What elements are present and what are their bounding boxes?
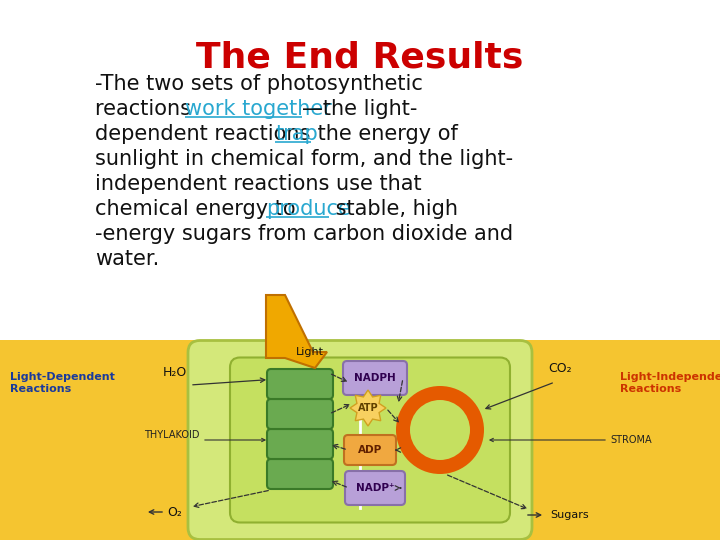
Text: The End Results: The End Results bbox=[197, 41, 523, 75]
Text: Light-Independent
Reactions: Light-Independent Reactions bbox=[620, 372, 720, 394]
Text: H₂O: H₂O bbox=[163, 366, 187, 379]
Text: —the light-: —the light- bbox=[302, 99, 418, 119]
Text: produce: produce bbox=[266, 199, 351, 219]
Text: ATP: ATP bbox=[358, 403, 378, 413]
Circle shape bbox=[396, 386, 484, 474]
Text: O₂: O₂ bbox=[168, 505, 182, 518]
FancyBboxPatch shape bbox=[343, 361, 407, 395]
Polygon shape bbox=[350, 390, 386, 426]
Text: reactions: reactions bbox=[95, 99, 197, 119]
Text: work together: work together bbox=[185, 99, 332, 119]
Text: NADP⁺: NADP⁺ bbox=[356, 483, 395, 493]
FancyBboxPatch shape bbox=[267, 369, 333, 399]
Circle shape bbox=[410, 400, 470, 460]
FancyBboxPatch shape bbox=[344, 435, 396, 465]
Text: independent reactions use that: independent reactions use that bbox=[95, 174, 422, 194]
Text: water.: water. bbox=[95, 249, 159, 269]
Text: -energy sugars from carbon dioxide and: -energy sugars from carbon dioxide and bbox=[95, 224, 513, 244]
FancyBboxPatch shape bbox=[345, 471, 405, 505]
Text: -The two sets of photosynthetic: -The two sets of photosynthetic bbox=[95, 74, 423, 94]
Text: NADPH: NADPH bbox=[354, 373, 396, 383]
Text: stable, high: stable, high bbox=[329, 199, 458, 219]
Text: Sugars: Sugars bbox=[550, 510, 589, 520]
Polygon shape bbox=[266, 295, 327, 368]
Text: Light: Light bbox=[296, 347, 324, 357]
Text: chemical energy to: chemical energy to bbox=[95, 199, 302, 219]
FancyBboxPatch shape bbox=[267, 429, 333, 459]
Bar bbox=[0, 340, 720, 540]
Text: dependent reactions: dependent reactions bbox=[95, 124, 317, 144]
Text: THYLAKOID: THYLAKOID bbox=[145, 430, 200, 440]
FancyBboxPatch shape bbox=[188, 341, 532, 539]
FancyBboxPatch shape bbox=[267, 459, 333, 489]
Text: the energy of: the energy of bbox=[311, 124, 458, 144]
Text: Light-Dependent
Reactions: Light-Dependent Reactions bbox=[10, 372, 115, 394]
Text: ADP: ADP bbox=[358, 445, 382, 455]
Text: trap: trap bbox=[275, 124, 318, 144]
Text: STROMA: STROMA bbox=[610, 435, 652, 445]
FancyBboxPatch shape bbox=[230, 357, 510, 523]
Text: CO₂: CO₂ bbox=[548, 361, 572, 375]
Text: sunlight in chemical form, and the light-: sunlight in chemical form, and the light… bbox=[95, 149, 513, 169]
FancyBboxPatch shape bbox=[267, 399, 333, 429]
